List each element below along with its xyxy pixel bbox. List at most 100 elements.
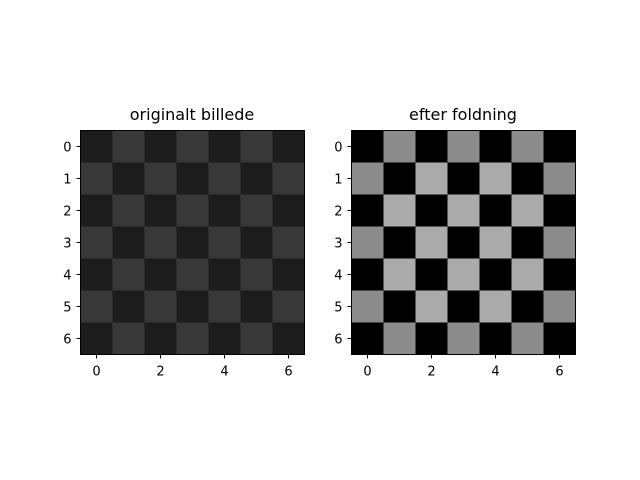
heatmap-cell-r4-c4 bbox=[479, 258, 512, 291]
heatmap-cell-r6-c1 bbox=[112, 322, 145, 355]
x-tick-label: 2 bbox=[427, 365, 435, 380]
heatmap-cell-r6-c5 bbox=[240, 322, 273, 355]
heatmap-cell-r1-c5 bbox=[511, 162, 544, 195]
heatmap-cell-r0-c6 bbox=[543, 130, 576, 163]
heatmap-cell-r5-c2 bbox=[415, 290, 448, 323]
y-tick-label: 2 bbox=[63, 205, 71, 220]
y-tick-label: 0 bbox=[334, 141, 342, 156]
heatmap-cell-r0-c0 bbox=[351, 130, 384, 163]
heatmap-cell-r1-c3 bbox=[176, 162, 209, 195]
y-tick-label: 4 bbox=[334, 269, 342, 284]
heatmap-cell-r2-c2 bbox=[144, 194, 177, 227]
y-tick-label: 1 bbox=[63, 173, 71, 188]
x-tick-label: 0 bbox=[363, 365, 371, 380]
heatmap-cell-r6-c4 bbox=[479, 322, 512, 355]
x-tick-label: 4 bbox=[491, 365, 499, 380]
heatmap-cell-r0-c5 bbox=[511, 130, 544, 163]
heatmap-cell-r3-c5 bbox=[240, 226, 273, 259]
heatmap-cell-r5-c4 bbox=[479, 290, 512, 323]
axis-ticks: 0 2 4 6 0 1 2 3 4 5 6 bbox=[334, 141, 563, 380]
heatmap-cell-r2-c3 bbox=[176, 194, 209, 227]
heatmap-cell-r4-c0 bbox=[351, 258, 384, 291]
heatmap-cell-r3-c1 bbox=[383, 226, 416, 259]
heatmap-cell-r6-c0 bbox=[351, 322, 384, 355]
heatmap-cell-r3-c6 bbox=[272, 226, 305, 259]
heatmap-cell-r2-c3 bbox=[447, 194, 480, 227]
heatmap-cell-r3-c5 bbox=[511, 226, 544, 259]
heatmap-cell-r4-c2 bbox=[415, 258, 448, 291]
heatmap-cell-r0-c0 bbox=[80, 130, 113, 163]
heatmap-cell-r6-c2 bbox=[144, 322, 177, 355]
heatmap-cell-r5-c6 bbox=[272, 290, 305, 323]
y-tick-label: 3 bbox=[334, 237, 342, 252]
y-tick-label: 1 bbox=[334, 173, 342, 188]
heatmap-cell-r5-c5 bbox=[511, 290, 544, 323]
heatmap-cell-r2-c2 bbox=[415, 194, 448, 227]
heatmap-cell-r4-c1 bbox=[383, 258, 416, 291]
y-tick-label: 6 bbox=[63, 333, 71, 348]
heatmap-cells bbox=[351, 130, 576, 355]
heatmap-cell-r1-c1 bbox=[112, 162, 145, 195]
heatmap-cell-r2-c5 bbox=[511, 194, 544, 227]
heatmap-cell-r5-c2 bbox=[144, 290, 177, 323]
heatmap-cell-r4-c1 bbox=[112, 258, 145, 291]
heatmap-cell-r0-c4 bbox=[208, 130, 241, 163]
heatmap-cell-r2-c4 bbox=[479, 194, 512, 227]
heatmap-cell-r0-c3 bbox=[447, 130, 480, 163]
heatmap-cell-r5-c3 bbox=[176, 290, 209, 323]
axis-ticks: 0 2 4 6 0 1 2 3 4 5 6 bbox=[63, 141, 292, 380]
heatmap-cell-r4-c3 bbox=[176, 258, 209, 291]
heatmap-cell-r1-c5 bbox=[240, 162, 273, 195]
heatmap-cell-r6-c3 bbox=[176, 322, 209, 355]
heatmap-cell-r5-c5 bbox=[240, 290, 273, 323]
heatmap-cell-r2-c4 bbox=[208, 194, 241, 227]
x-tick-label: 0 bbox=[92, 365, 100, 380]
heatmap-cell-r1-c2 bbox=[415, 162, 448, 195]
y-tick-label: 4 bbox=[63, 269, 71, 284]
heatmap-cell-r5-c0 bbox=[80, 290, 113, 323]
heatmap-cell-r2-c6 bbox=[272, 194, 305, 227]
heatmap-cell-r4-c5 bbox=[240, 258, 273, 291]
heatmap-cell-r3-c1 bbox=[112, 226, 145, 259]
heatmap-cell-r1-c1 bbox=[383, 162, 416, 195]
heatmap-cell-r4-c3 bbox=[447, 258, 480, 291]
heatmap-cell-r3-c6 bbox=[543, 226, 576, 259]
panel-original-image: originalt billede 0 2 4 6 0 1 2 3 4 5 6 bbox=[63, 105, 305, 380]
heatmap-cell-r6-c4 bbox=[208, 322, 241, 355]
heatmap-cell-r0-c2 bbox=[144, 130, 177, 163]
heatmap-cell-r5-c4 bbox=[208, 290, 241, 323]
panel-after-folding: efter foldning 0 2 4 6 0 1 2 3 4 5 6 bbox=[334, 105, 576, 380]
heatmap-cell-r1-c0 bbox=[80, 162, 113, 195]
heatmap-cell-r1-c4 bbox=[208, 162, 241, 195]
heatmap-cell-r2-c1 bbox=[383, 194, 416, 227]
heatmap-cell-r1-c4 bbox=[479, 162, 512, 195]
x-tick-label: 6 bbox=[555, 365, 563, 380]
heatmap-cell-r5-c1 bbox=[383, 290, 416, 323]
heatmap-cell-r6-c6 bbox=[272, 322, 305, 355]
heatmap-cell-r3-c3 bbox=[447, 226, 480, 259]
heatmap-cell-r0-c4 bbox=[479, 130, 512, 163]
heatmap-cell-r3-c0 bbox=[80, 226, 113, 259]
heatmap-cell-r5-c6 bbox=[543, 290, 576, 323]
heatmap-cell-r6-c0 bbox=[80, 322, 113, 355]
heatmap-cell-r3-c0 bbox=[351, 226, 384, 259]
heatmap-cell-r4-c4 bbox=[208, 258, 241, 291]
y-tick-label: 2 bbox=[334, 205, 342, 220]
heatmap-cell-r4-c5 bbox=[511, 258, 544, 291]
heatmap-cell-r1-c2 bbox=[144, 162, 177, 195]
heatmap-cell-r1-c3 bbox=[447, 162, 480, 195]
heatmap-cell-r5-c3 bbox=[447, 290, 480, 323]
heatmap-cell-r4-c0 bbox=[80, 258, 113, 291]
x-tick-label: 2 bbox=[156, 365, 164, 380]
axes-frame bbox=[351, 130, 576, 355]
heatmap-cell-r3-c2 bbox=[415, 226, 448, 259]
axes-frame bbox=[80, 130, 305, 355]
heatmap-cell-r6-c2 bbox=[415, 322, 448, 355]
y-tick-label: 6 bbox=[334, 333, 342, 348]
heatmap-cell-r6-c3 bbox=[447, 322, 480, 355]
heatmap-cell-r0-c6 bbox=[272, 130, 305, 163]
heatmap-cell-r5-c0 bbox=[351, 290, 384, 323]
heatmap-cell-r2-c5 bbox=[240, 194, 273, 227]
heatmap-cell-r3-c4 bbox=[479, 226, 512, 259]
